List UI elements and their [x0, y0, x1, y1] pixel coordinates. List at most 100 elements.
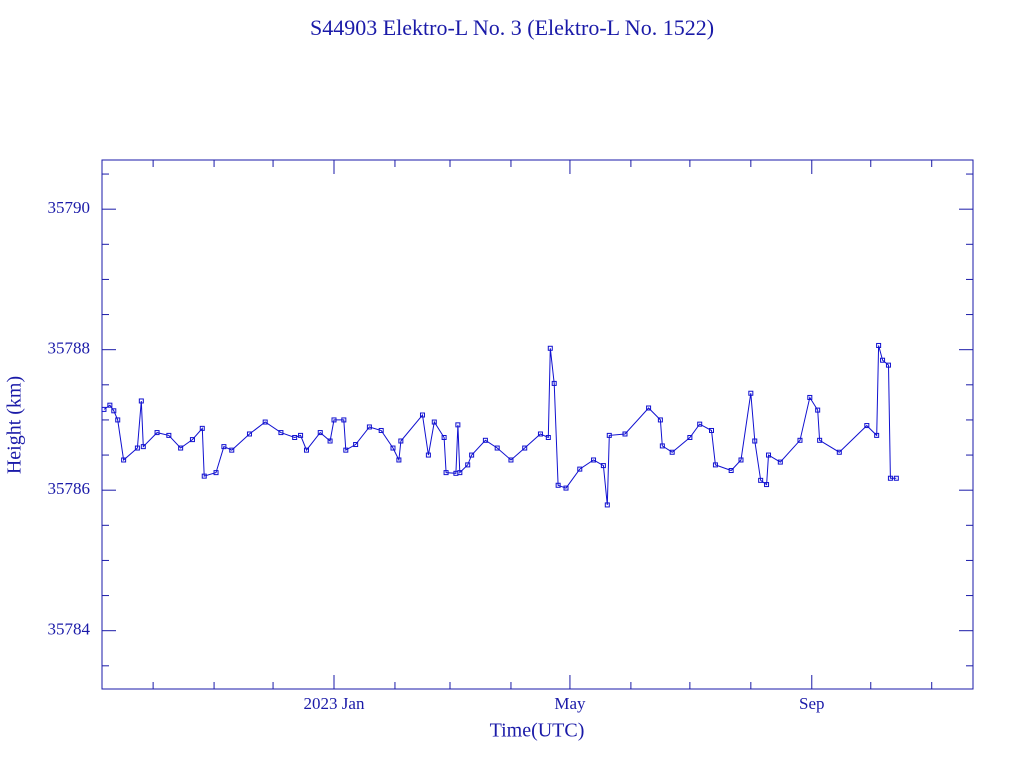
data-point — [522, 445, 528, 451]
data-point — [166, 432, 172, 438]
data-point — [697, 421, 703, 427]
data-point — [728, 468, 734, 474]
data-point — [213, 470, 219, 476]
data-point — [343, 447, 349, 453]
data-point — [101, 406, 107, 412]
data-point — [465, 462, 471, 468]
data-point — [134, 445, 140, 451]
data-point — [246, 431, 252, 437]
data-point — [600, 463, 606, 469]
data-point — [893, 475, 899, 481]
data-point — [298, 432, 304, 438]
y-tick-label: 35786 — [48, 479, 91, 498]
data-point — [189, 437, 195, 443]
data-point — [836, 449, 842, 455]
data-point — [712, 462, 718, 468]
data-point — [669, 449, 675, 455]
data-point — [138, 398, 144, 404]
data-point — [885, 362, 891, 368]
data-line — [103, 345, 897, 505]
data-point — [115, 417, 121, 423]
data-point — [876, 342, 882, 348]
x-tick-label: 2023 Jan — [304, 694, 365, 713]
data-point — [431, 419, 437, 425]
data-point — [547, 345, 553, 351]
data-point — [815, 407, 821, 413]
data-point — [604, 502, 610, 508]
data-point — [508, 457, 514, 463]
data-point — [748, 390, 754, 396]
y-tick-label: 35790 — [48, 198, 91, 217]
data-point — [457, 470, 463, 476]
data-point — [331, 417, 337, 423]
data-point — [659, 443, 665, 449]
data-point — [777, 459, 783, 465]
y-tick-label: 35784 — [48, 620, 91, 639]
data-point — [555, 482, 561, 488]
data-point — [443, 470, 449, 476]
data-point — [764, 482, 770, 488]
data-point — [425, 452, 431, 458]
data-point — [864, 423, 870, 429]
data-point — [758, 477, 764, 483]
data-point — [687, 434, 693, 440]
data-point — [880, 357, 886, 363]
data-point — [201, 473, 207, 479]
data-point — [591, 457, 597, 463]
data-point — [807, 394, 813, 400]
data-point — [292, 434, 298, 440]
data-point — [551, 380, 557, 386]
data-point — [154, 430, 160, 436]
data-point — [709, 427, 715, 433]
data-point — [797, 437, 803, 443]
data-point — [874, 432, 880, 438]
data-point — [419, 412, 425, 418]
data-point — [622, 431, 628, 437]
data-point — [606, 432, 612, 438]
x-tick-label: May — [554, 694, 586, 713]
data-point — [390, 445, 396, 451]
data-point — [317, 430, 323, 436]
data-point — [577, 466, 583, 472]
data-point — [178, 445, 184, 451]
data-point — [657, 417, 663, 423]
data-point — [262, 419, 268, 425]
plot-frame — [101, 159, 974, 690]
x-axis-label: Time(UTC) — [490, 720, 585, 742]
data-point — [221, 444, 227, 450]
y-tick-label: 35788 — [48, 339, 91, 358]
data-point — [563, 485, 569, 491]
data-point — [396, 457, 402, 463]
data-point — [441, 434, 447, 440]
data-point — [140, 444, 146, 450]
data-point — [537, 431, 543, 437]
chart-title: S44903 Elektro-L No. 3 (Elektro-L No. 15… — [310, 15, 714, 40]
data-point — [817, 437, 823, 443]
data-point — [738, 457, 744, 463]
data-point — [303, 447, 309, 453]
data-point — [455, 422, 461, 428]
data-point — [482, 437, 488, 443]
data-point — [752, 438, 758, 444]
y-axis-label: Height (km) — [4, 376, 26, 474]
data-point — [378, 427, 384, 433]
data-point — [766, 452, 772, 458]
data-point — [494, 445, 500, 451]
data-point — [366, 424, 372, 430]
data-point — [199, 425, 205, 431]
data-point — [121, 457, 127, 463]
data-point — [107, 402, 113, 408]
data-point — [111, 408, 117, 414]
data-point — [229, 447, 235, 453]
data-point — [341, 417, 347, 423]
data-point — [353, 442, 359, 448]
data-point — [398, 438, 404, 444]
x-tick-label: Sep — [799, 694, 825, 713]
data-point — [887, 475, 893, 481]
data-point — [278, 430, 284, 436]
data-point — [469, 452, 475, 458]
data-point — [646, 405, 652, 411]
data-point — [545, 434, 551, 440]
data-point — [327, 438, 333, 444]
